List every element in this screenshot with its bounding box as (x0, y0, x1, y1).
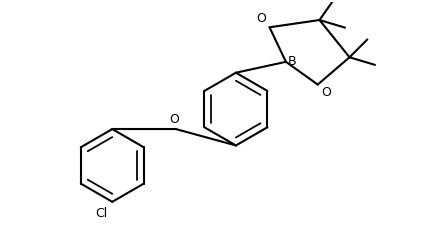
Text: O: O (321, 86, 331, 99)
Text: Cl: Cl (95, 207, 108, 220)
Text: O: O (256, 12, 266, 25)
Text: B: B (288, 55, 296, 68)
Text: O: O (169, 113, 179, 126)
